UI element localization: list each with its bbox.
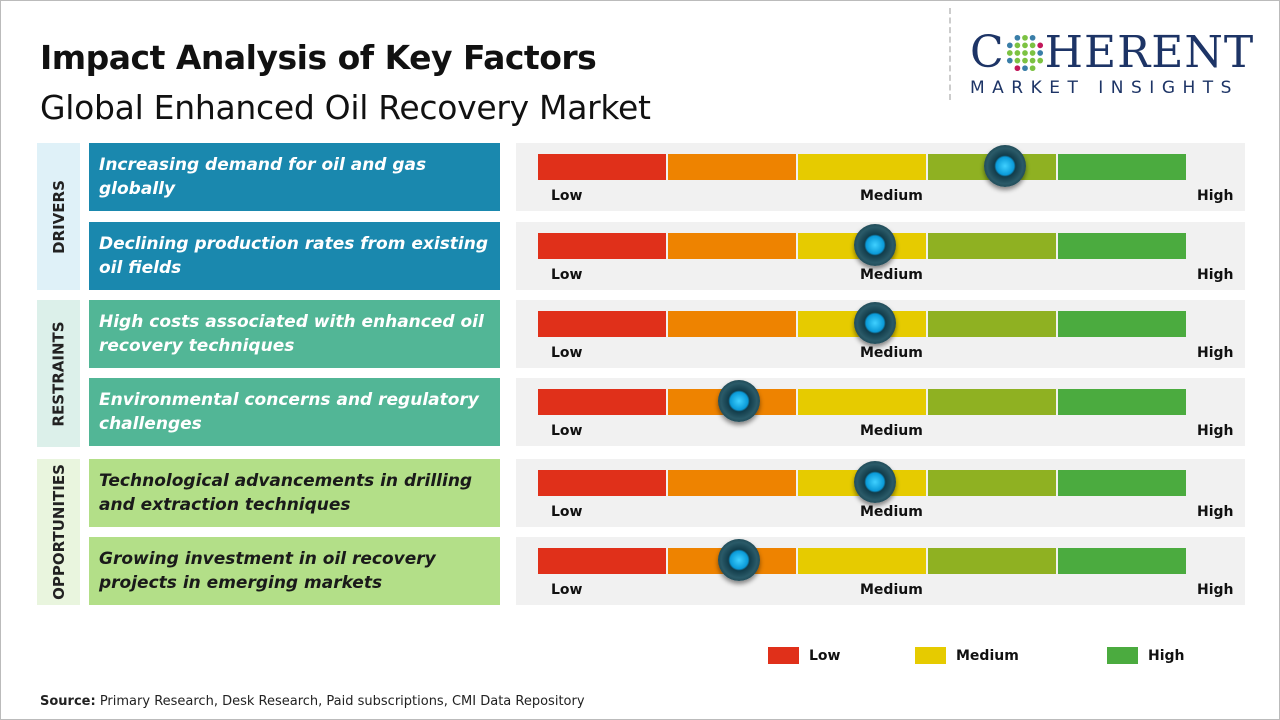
impact-indicator-knob xyxy=(717,380,760,422)
factor-label: Increasing demand for oil and gas global… xyxy=(89,143,500,211)
category-drivers: DRIVERS xyxy=(37,143,80,290)
impact-indicator-knob xyxy=(983,145,1026,187)
factor-label: Declining production rates from existing… xyxy=(89,222,500,290)
page-subtitle: Global Enhanced Oil Recovery Market xyxy=(40,88,651,127)
gauge-segment xyxy=(538,311,666,337)
gauge-bar xyxy=(538,548,1186,574)
gauge-segment xyxy=(538,154,666,180)
gauge-segment xyxy=(668,233,796,259)
impact-gauge: Low Medium High xyxy=(516,222,1245,290)
gauge-segment xyxy=(1058,548,1186,574)
legend-high: High xyxy=(1107,647,1185,664)
gauge-segment xyxy=(928,311,1056,337)
gauge-segment xyxy=(1058,233,1186,259)
medium-label: Medium xyxy=(860,582,923,598)
gauge-bar xyxy=(538,389,1186,415)
gauge-segment xyxy=(668,311,796,337)
gauge-segment xyxy=(1058,470,1186,496)
low-label: Low xyxy=(551,188,583,204)
gauge-segment xyxy=(928,233,1056,259)
high-label: High xyxy=(1197,188,1234,204)
category-label: OPPORTUNITIES xyxy=(49,464,68,600)
medium-label: Medium xyxy=(860,267,923,283)
gauge-segment xyxy=(928,389,1056,415)
low-label: Low xyxy=(551,504,583,520)
factor-label: Technological advancements in drilling a… xyxy=(89,459,500,527)
gauge-segment xyxy=(1058,154,1186,180)
low-label: Low xyxy=(551,423,583,439)
impact-indicator-knob xyxy=(853,302,896,344)
gauge-segment xyxy=(538,470,666,496)
gauge-segment xyxy=(798,389,926,415)
divider xyxy=(949,8,951,100)
low-label: Low xyxy=(551,582,583,598)
legend-swatch xyxy=(915,647,946,664)
high-label: High xyxy=(1197,345,1234,361)
factor-label: Environmental concerns and regulatory ch… xyxy=(89,378,500,446)
category-opportunities: OPPORTUNITIES xyxy=(37,459,80,605)
category-label: RESTRAINTS xyxy=(49,320,68,427)
impact-gauge: Low Medium High xyxy=(516,459,1245,527)
impact-gauge: Low Medium High xyxy=(516,378,1245,446)
legend-swatch xyxy=(1107,647,1138,664)
globe-icon xyxy=(1006,34,1043,72)
gauge-segment xyxy=(668,154,796,180)
impact-gauge: Low Medium High xyxy=(516,537,1245,605)
factor-label: Growing investment in oil recovery proje… xyxy=(89,537,500,605)
gauge-segment xyxy=(538,389,666,415)
gauge-segment xyxy=(1058,389,1186,415)
gauge-segment xyxy=(928,470,1056,496)
logo: C HERENT MARKET INSIGHTS xyxy=(970,27,1255,99)
gauge-bar xyxy=(538,311,1186,337)
gauge-segment xyxy=(538,233,666,259)
gauge-segment xyxy=(538,548,666,574)
impact-gauge: Low Medium High xyxy=(516,300,1245,368)
factor-label: High costs associated with enhanced oil … xyxy=(89,300,500,368)
legend-swatch xyxy=(768,647,799,664)
impact-indicator-knob xyxy=(717,539,760,581)
page-title: Impact Analysis of Key Factors xyxy=(40,38,597,77)
medium-label: Medium xyxy=(860,188,923,204)
gauge-bar xyxy=(538,154,1186,180)
legend-medium: Medium xyxy=(915,647,1019,664)
low-label: Low xyxy=(551,267,583,283)
gauge-segment xyxy=(798,548,926,574)
gauge-bar xyxy=(538,233,1186,259)
impact-indicator-knob xyxy=(853,461,896,503)
medium-label: Medium xyxy=(860,504,923,520)
medium-label: Medium xyxy=(860,345,923,361)
category-label: DRIVERS xyxy=(49,179,68,254)
low-label: Low xyxy=(551,345,583,361)
gauge-segment xyxy=(1058,311,1186,337)
gauge-segment xyxy=(928,548,1056,574)
high-label: High xyxy=(1197,423,1234,439)
high-label: High xyxy=(1197,582,1234,598)
legend-low: Low xyxy=(768,647,840,664)
category-restraints: RESTRAINTS xyxy=(37,300,80,447)
gauge-segment xyxy=(668,470,796,496)
impact-gauge: Low Medium High xyxy=(516,143,1245,211)
high-label: High xyxy=(1197,504,1234,520)
high-label: High xyxy=(1197,267,1234,283)
gauge-segment xyxy=(798,154,926,180)
source-note: Source: Primary Research, Desk Research,… xyxy=(40,694,585,709)
medium-label: Medium xyxy=(860,423,923,439)
impact-indicator-knob xyxy=(853,224,896,266)
